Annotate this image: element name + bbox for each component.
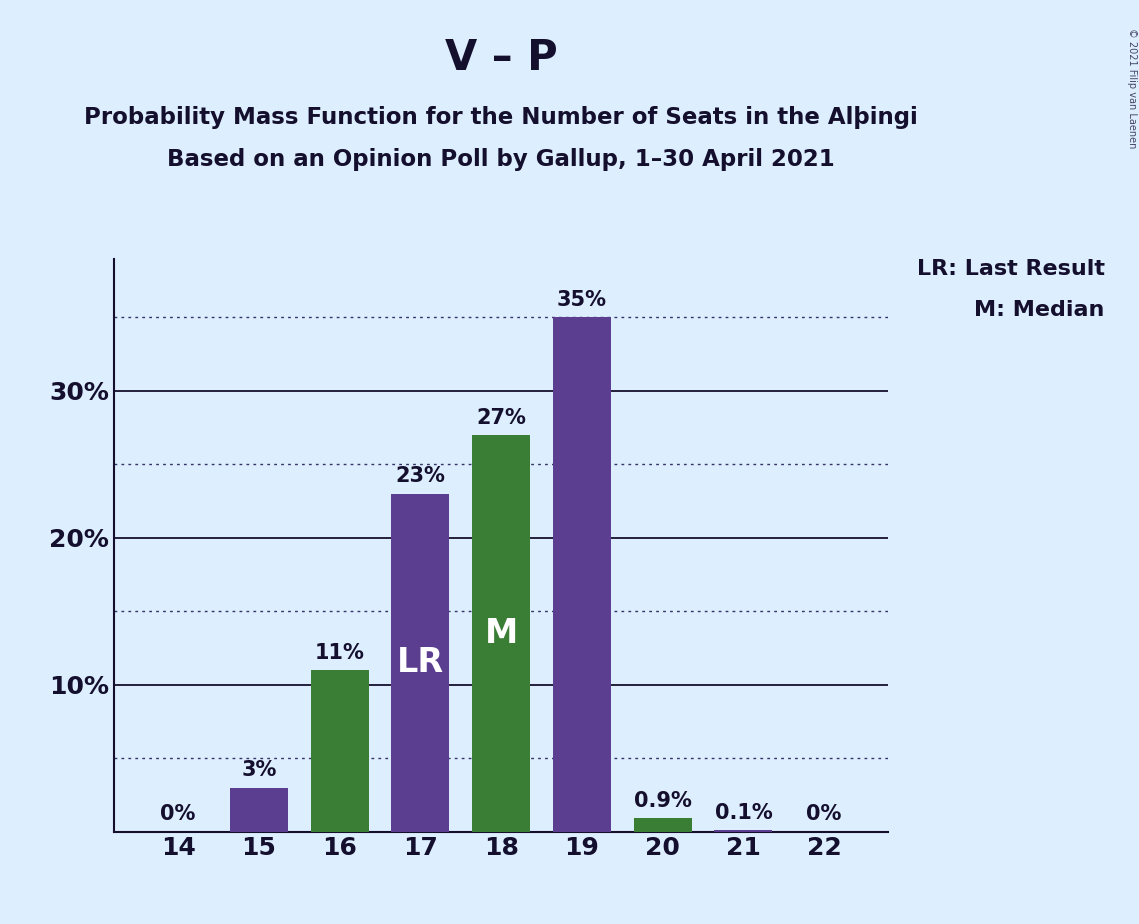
Text: 11%: 11% — [314, 643, 364, 663]
Bar — [392, 493, 450, 832]
Text: 0%: 0% — [806, 804, 842, 824]
Text: Based on an Opinion Poll by Gallup, 1–30 April 2021: Based on an Opinion Poll by Gallup, 1–30… — [167, 148, 835, 171]
Text: © 2021 Filip van Laenen: © 2021 Filip van Laenen — [1126, 28, 1137, 148]
Bar — [230, 787, 288, 832]
Text: 23%: 23% — [395, 467, 445, 486]
Text: 0.1%: 0.1% — [714, 803, 772, 822]
Bar — [714, 830, 772, 832]
Text: 3%: 3% — [241, 760, 277, 780]
Text: LR: Last Result: LR: Last Result — [917, 259, 1105, 279]
Text: M: M — [484, 617, 518, 650]
Bar — [311, 670, 369, 832]
Bar — [552, 318, 611, 832]
Bar — [472, 435, 531, 832]
Bar — [633, 819, 691, 832]
Text: 0.9%: 0.9% — [633, 791, 691, 811]
Text: M: Median: M: Median — [975, 300, 1105, 321]
Text: 35%: 35% — [557, 290, 607, 310]
Text: LR: LR — [396, 646, 444, 679]
Text: Probability Mass Function for the Number of Seats in the Alþingi: Probability Mass Function for the Number… — [84, 106, 918, 129]
Text: 27%: 27% — [476, 407, 526, 428]
Text: 0%: 0% — [161, 804, 196, 824]
Text: V – P: V – P — [445, 37, 557, 79]
